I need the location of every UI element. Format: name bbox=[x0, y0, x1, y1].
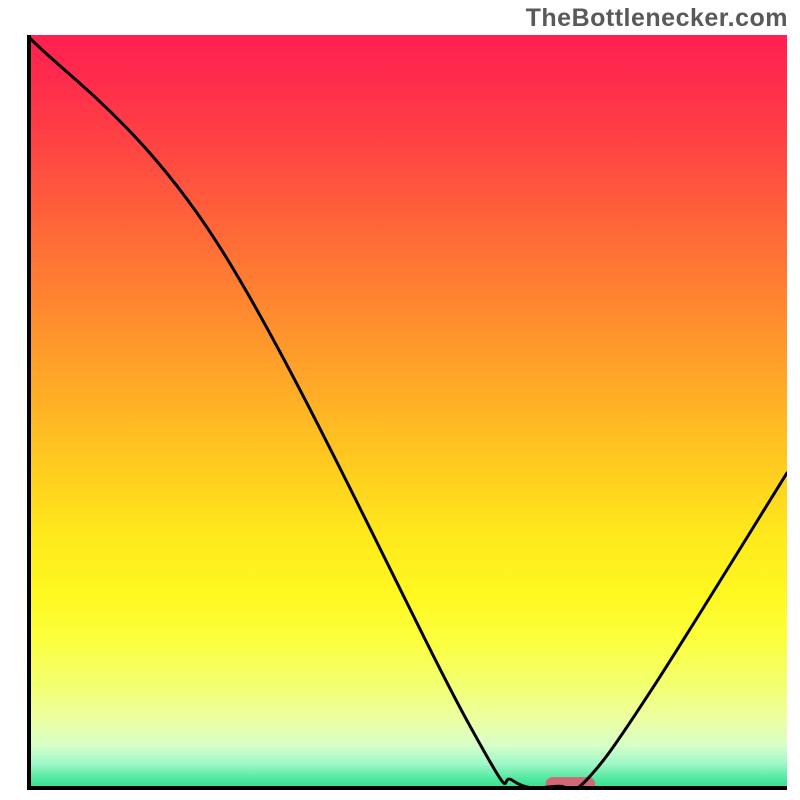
plot-area bbox=[27, 35, 787, 790]
chart-container: TheBottlenecker.com bbox=[0, 0, 800, 800]
watermark: TheBottlenecker.com bbox=[526, 4, 788, 33]
background-gradient bbox=[27, 35, 787, 790]
